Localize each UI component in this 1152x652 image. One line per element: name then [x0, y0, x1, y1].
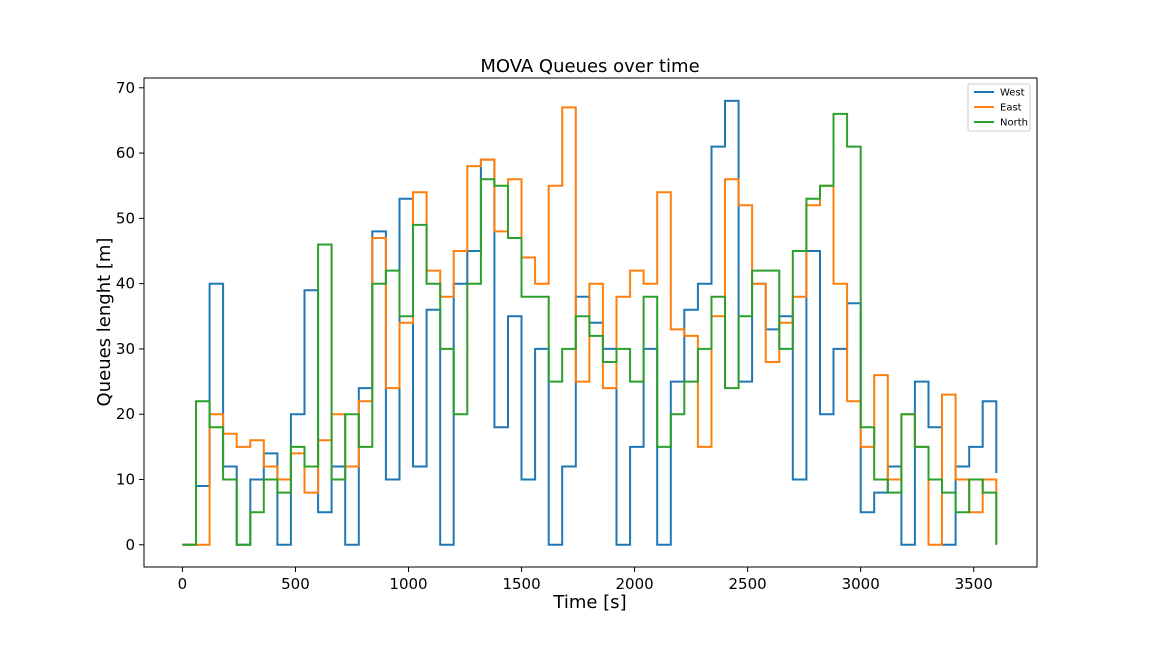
x-tick-label: 3500 [955, 575, 993, 593]
legend-label-west: West [1000, 88, 1025, 99]
y-tick-label: 20 [116, 405, 135, 423]
x-tick-label: 2500 [729, 575, 767, 593]
legend-label-north: North [1000, 118, 1028, 129]
x-tick-label: 0 [178, 575, 188, 593]
y-tick-label: 10 [116, 471, 135, 489]
y-tick-label: 60 [116, 144, 135, 162]
legend-box [967, 83, 1031, 132]
chart-title: MOVA Queues over time [480, 56, 699, 77]
y-tick-label: 70 [116, 79, 135, 97]
y-axis: 0 10 20 30 40 50 60 70 [116, 79, 144, 554]
y-axis-label: Queues lenght [m] [94, 238, 115, 407]
y-tick-label: 40 [116, 275, 135, 293]
series-line-east [182, 106, 998, 546]
series-line-north [182, 112, 998, 546]
y-tick-label: 0 [125, 536, 135, 554]
series-layer [182, 99, 998, 546]
y-tick-label: 30 [116, 340, 135, 358]
x-tick-label: 500 [281, 575, 310, 593]
x-tick-label: 1000 [389, 575, 427, 593]
y-tick-label: 50 [116, 209, 135, 227]
x-axis-label: Time [s] [552, 592, 626, 613]
x-axis: 0 500 1000 1500 2000 2500 3000 3500 [178, 567, 993, 593]
x-tick-label: 3000 [842, 575, 880, 593]
plot-area-frame [143, 77, 1038, 568]
legend-label-east: East [1000, 103, 1022, 114]
x-tick-label: 2000 [615, 575, 653, 593]
legend: West East North [967, 83, 1031, 132]
x-tick-label: 1500 [502, 575, 540, 593]
